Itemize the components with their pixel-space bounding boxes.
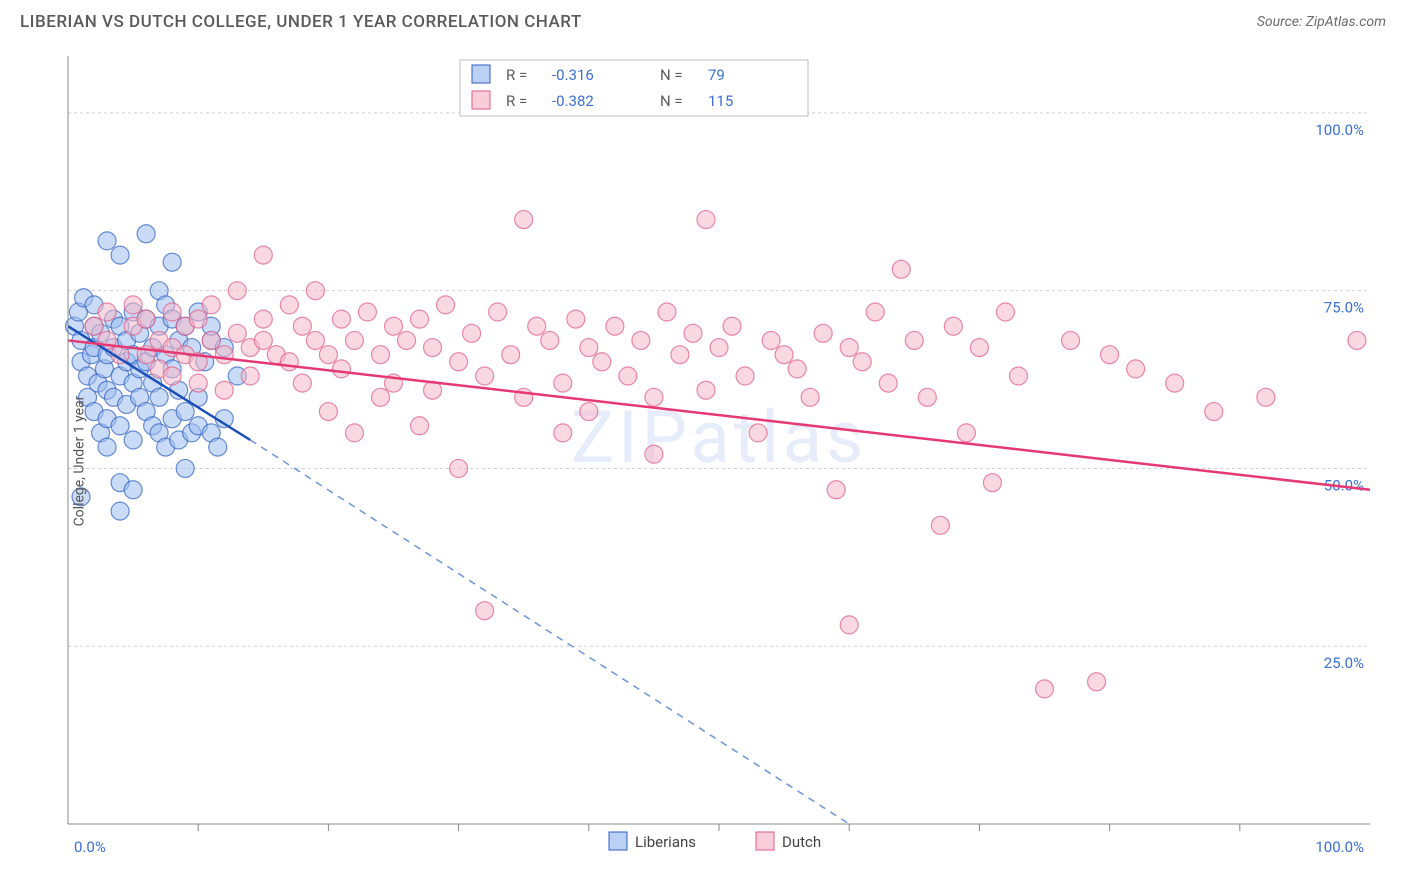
svg-text:25.0%: 25.0%: [1324, 654, 1364, 672]
legend-series: Liberians Dutch: [609, 832, 821, 851]
svg-text:115: 115: [708, 92, 733, 110]
y-axis-label: College, Under 1 year: [71, 396, 87, 527]
chart-container: College, Under 1 year 25.0%50.0%75.0%100…: [20, 48, 1386, 874]
svg-text:100.0%: 100.0%: [1315, 838, 1364, 856]
svg-text:-0.316: -0.316: [552, 66, 594, 84]
trendline-dash-liberians: [250, 440, 849, 824]
svg-text:N =: N =: [660, 66, 683, 84]
chart-title: LIBERIAN VS DUTCH COLLEGE, UNDER 1 YEAR …: [20, 12, 582, 32]
svg-text:79: 79: [708, 66, 725, 84]
legend-stats: R = -0.316 N = 79 R = -0.382 N = 115: [460, 60, 808, 116]
svg-text:R =: R =: [506, 66, 527, 84]
source-label: Source: ZipAtlas.com: [1257, 14, 1386, 30]
svg-text:0.0%: 0.0%: [74, 838, 106, 856]
svg-text:R =: R =: [506, 92, 527, 110]
svg-text:N =: N =: [660, 92, 683, 110]
watermark: ZIPatlas: [571, 395, 867, 480]
svg-text:Liberians: Liberians: [635, 833, 696, 851]
scatter-chart: 25.0%50.0%75.0%100.0%ZIPatlas0.0%100.0%R…: [20, 48, 1386, 874]
svg-text:-0.382: -0.382: [552, 92, 594, 110]
svg-text:Dutch: Dutch: [782, 833, 821, 851]
svg-text:100.0%: 100.0%: [1315, 121, 1364, 139]
svg-text:75.0%: 75.0%: [1324, 299, 1364, 317]
